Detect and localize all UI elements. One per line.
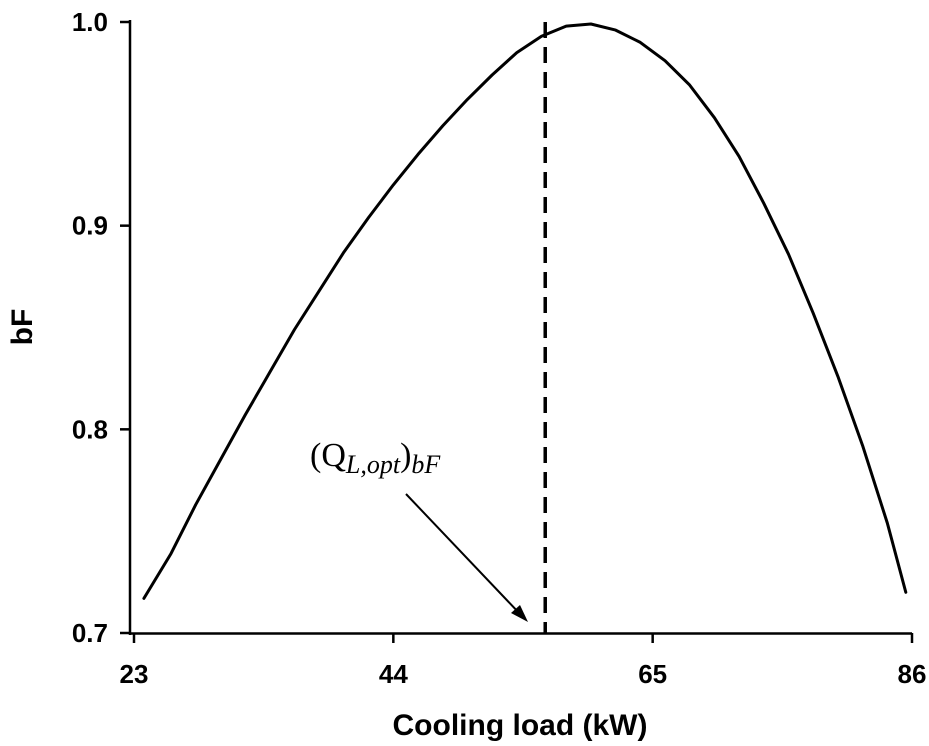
annotation-arrow-shaft — [405, 493, 522, 616]
axes — [128, 20, 912, 635]
series — [142, 22, 908, 633]
x-axis-title: Cooling load (kW) — [393, 709, 648, 742]
annotation-close: ) — [400, 437, 411, 474]
x-tick-label: 65 — [638, 659, 667, 689]
y-tick-label: 0.8 — [72, 414, 108, 444]
annotation-subscript: L,opt — [345, 450, 401, 479]
y-tick-label: 1.0 — [72, 7, 108, 37]
x-tick-label: 86 — [898, 659, 927, 689]
y-axis-title: bF — [6, 309, 39, 346]
x-tick-label: 23 — [120, 659, 149, 689]
y-tick-label: 0.7 — [72, 618, 108, 648]
annotation-arrowhead — [511, 605, 528, 622]
annotation-label: (QL,opt)bF — [310, 437, 441, 479]
annotation: (QL,opt)bF — [310, 437, 528, 622]
ticks: 23 44 65 86 0.7 0.8 0.9 1.0 — [72, 7, 927, 689]
x-tick-label: 44 — [379, 659, 408, 689]
series-line-bf — [142, 22, 908, 600]
y-tick-label: 0.9 — [72, 211, 108, 241]
annotation-base: (Q — [310, 437, 346, 474]
annotation-outer-subscript: bF — [411, 450, 441, 479]
